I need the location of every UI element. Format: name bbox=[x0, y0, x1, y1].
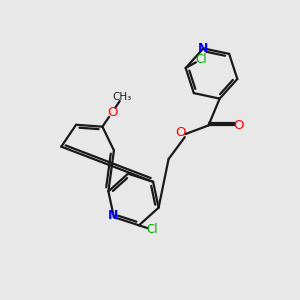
Text: O: O bbox=[233, 119, 244, 132]
Text: O: O bbox=[175, 126, 185, 139]
Text: O: O bbox=[107, 106, 117, 119]
Text: N: N bbox=[198, 42, 208, 55]
Text: CH₃: CH₃ bbox=[112, 92, 132, 102]
Text: N: N bbox=[108, 209, 119, 223]
Text: Cl: Cl bbox=[196, 53, 207, 66]
Text: Cl: Cl bbox=[147, 223, 158, 236]
